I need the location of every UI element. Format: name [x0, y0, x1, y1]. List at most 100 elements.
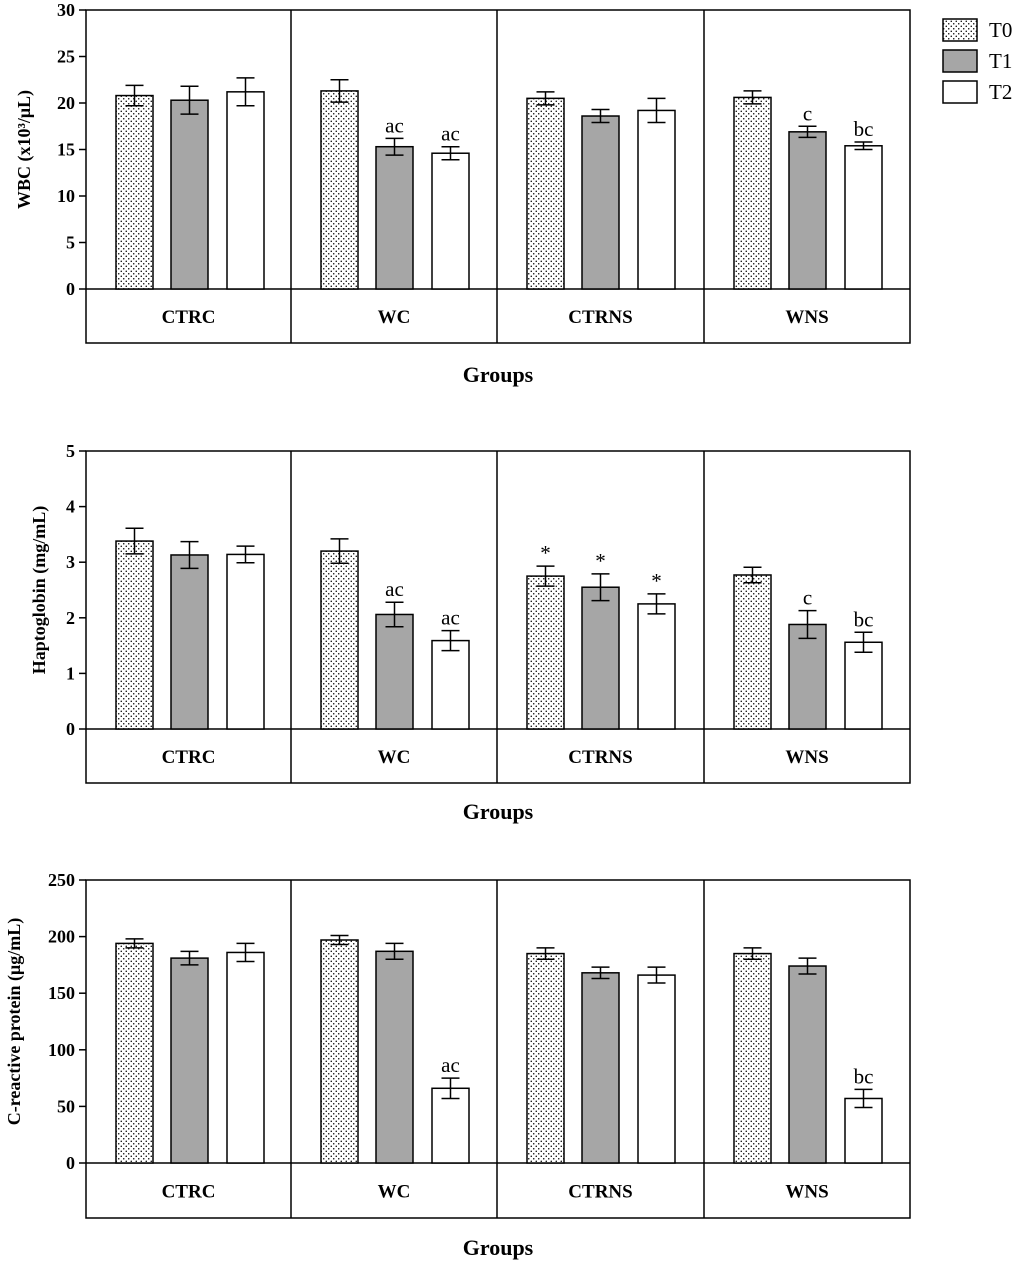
y-tick-label: 0: [66, 279, 75, 299]
bar-wc-t2: [431, 1087, 470, 1164]
error-bar: [798, 609, 817, 640]
legend-swatch-t1: [942, 49, 978, 73]
bar-ctrc-t0: [115, 942, 154, 1164]
error-bar: [441, 1077, 460, 1100]
y-tick-label: 50: [57, 1096, 75, 1116]
y-tick-label: 25: [57, 47, 75, 67]
group-label-ctrns: CTRNS: [568, 1182, 632, 1203]
group-label-ctrc: CTRC: [162, 1182, 216, 1203]
bar-wns-t0: [733, 96, 772, 290]
significance-annotation: *: [651, 569, 662, 593]
y-tick-label: 250: [48, 870, 75, 890]
group-label-ctrc: CTRC: [162, 307, 216, 328]
bar-ctrc-t1: [170, 99, 209, 290]
error-bar: [536, 565, 555, 587]
bar-ctrc-t2: [226, 91, 265, 290]
error-bar: [385, 942, 404, 960]
significance-annotation: *: [540, 541, 551, 565]
error-bar: [441, 145, 460, 161]
x-axis-label: Groups: [463, 362, 534, 387]
error-bar: [125, 938, 144, 949]
y-axis-label: C-reactive protein (μg/mL): [4, 918, 25, 1125]
error-bar: [125, 527, 144, 555]
y-tick-label: 1: [66, 663, 75, 683]
group-label-wc: WC: [378, 307, 411, 328]
bar-ctrns-t0: [526, 97, 565, 290]
legend-label-t0: T0: [989, 18, 1012, 42]
panel-crp: 0 50 100 150 200 250 C-reactive protein (μg/mL…: [4, 870, 911, 1260]
y-tick-label: 30: [57, 0, 75, 20]
legend-label-t2: T2: [989, 80, 1012, 104]
significance-annotation: ac: [385, 577, 404, 601]
bar-wns-t2: [844, 1097, 883, 1164]
panel-wbc: 0 5 10 15 20 25 30 WBC (x10³/μL) Groups CTRC WC CTR…: [14, 0, 911, 387]
bar-ctrns-t1: [581, 115, 620, 290]
bar-wc-t2: [431, 639, 470, 730]
y-tick-label: 5: [66, 441, 75, 461]
x-axis-label: Groups: [463, 1235, 534, 1260]
error-bar: [536, 91, 555, 106]
error-bar: [591, 966, 610, 980]
y-tick-label: 15: [57, 140, 75, 160]
error-bar: [854, 141, 873, 151]
plot-frame: [85, 879, 911, 1219]
error-bar: [798, 957, 817, 975]
group-label-wc: WC: [378, 1182, 411, 1203]
error-bar: [330, 79, 349, 103]
bar-wc-t0: [320, 90, 359, 290]
bar-ctrc-t0: [115, 540, 154, 730]
y-tick-label: 0: [66, 1153, 75, 1173]
y-tick-label: 3: [66, 552, 75, 572]
y-axis-label: Haptoglobin (mg/mL): [29, 506, 50, 675]
error-bar: [441, 629, 460, 652]
error-bar: [591, 108, 610, 124]
error-bar: [647, 593, 666, 615]
bar-ctrc-t1: [170, 554, 209, 730]
error-bar: [330, 538, 349, 565]
error-bar: [798, 125, 817, 139]
bar-wns-t0: [733, 574, 772, 730]
significance-annotation: bc: [854, 1064, 874, 1088]
error-bar: [385, 601, 404, 628]
legend-swatch-t2: [942, 80, 978, 104]
error-bar: [236, 77, 255, 107]
bar-ctrns-t2: [637, 109, 676, 290]
error-bar: [330, 934, 349, 946]
bar-ctrc-t2: [226, 553, 265, 730]
y-axis-label: WBC (x10³/μL): [14, 90, 35, 209]
error-bar: [180, 85, 199, 115]
significance-annotation: bc: [854, 117, 874, 141]
error-bar: [125, 84, 144, 107]
error-bar: [743, 90, 762, 105]
error-bar: [236, 545, 255, 564]
y-tick-label: 5: [66, 233, 75, 253]
error-bar: [743, 947, 762, 960]
error-bar: [180, 540, 199, 570]
error-bar: [647, 966, 666, 984]
significance-annotation: c: [803, 101, 812, 125]
bar-wc-t0: [320, 550, 359, 730]
bar-wc-t1: [375, 950, 414, 1164]
error-bar: [647, 97, 666, 124]
bar-ctrns-t2: [637, 603, 676, 730]
error-bar: [854, 631, 873, 654]
legend-label-t1: T1: [989, 49, 1012, 73]
group-label-wns: WNS: [785, 1182, 828, 1203]
significance-annotation: c: [803, 586, 812, 610]
bar-ctrc-t0: [115, 94, 154, 290]
significance-annotation: ac: [385, 113, 404, 137]
significance-annotation: bc: [854, 607, 874, 631]
bar-wc-t0: [320, 939, 359, 1164]
bar-ctrns-t1: [581, 972, 620, 1164]
bar-wc-t1: [375, 613, 414, 730]
group-label-wns: WNS: [785, 747, 828, 768]
y-tick-label: 100: [48, 1040, 75, 1060]
significance-annotation: ac: [441, 1053, 460, 1077]
plot-frame: [85, 450, 911, 784]
significance-annotation: ac: [441, 606, 460, 630]
legend-swatch-t0: [942, 18, 978, 42]
error-bar: [385, 137, 404, 156]
error-bar: [591, 573, 610, 602]
bar-wns-t0: [733, 952, 772, 1164]
